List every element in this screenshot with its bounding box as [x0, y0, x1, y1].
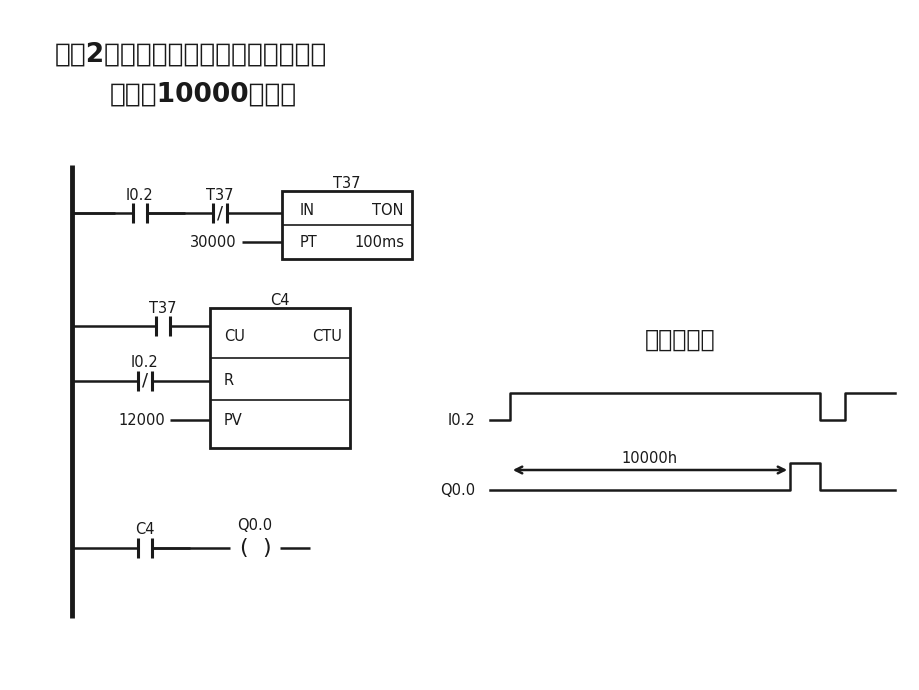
Text: /: /: [217, 204, 222, 222]
Bar: [282, 191, 412, 259]
Text: I0.2: I0.2: [126, 188, 153, 202]
Text: ): ): [263, 538, 271, 558]
Text: （最长10000小时）: （最长10000小时）: [110, 82, 297, 108]
Text: 100ms: 100ms: [354, 235, 403, 250]
Text: R: R: [223, 373, 233, 388]
Text: 10000h: 10000h: [621, 451, 677, 466]
Text: Q0.0: Q0.0: [439, 482, 474, 497]
Text: T37: T37: [149, 301, 176, 315]
Text: I0.2: I0.2: [131, 355, 159, 371]
Text: PT: PT: [300, 235, 317, 250]
Text: IN: IN: [300, 203, 315, 217]
Text: 12000: 12000: [119, 413, 165, 428]
Text: CU: CU: [223, 328, 244, 344]
Text: CTU: CTU: [312, 328, 342, 344]
Text: Q0.0: Q0.0: [237, 518, 272, 533]
Text: PV: PV: [223, 413, 243, 428]
Text: /: /: [142, 372, 148, 390]
Text: C4: C4: [270, 293, 289, 308]
Text: 30000: 30000: [190, 235, 237, 250]
Text: C4: C4: [135, 522, 154, 538]
Text: (: (: [238, 538, 247, 558]
Text: T37: T37: [206, 188, 233, 202]
Text: I0.2: I0.2: [447, 413, 474, 428]
Text: TON: TON: [372, 203, 403, 217]
Text: 逻辑时序图: 逻辑时序图: [644, 328, 715, 352]
Text: 方案2：用计数器扩展定时器定时范围: 方案2：用计数器扩展定时器定时范围: [55, 42, 327, 68]
Bar: [210, 308, 349, 448]
Text: T37: T37: [333, 175, 360, 190]
